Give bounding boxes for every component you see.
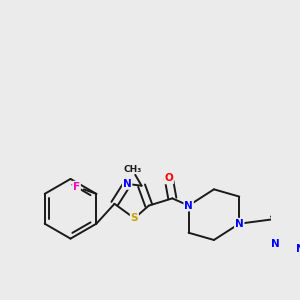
Text: CH₃: CH₃	[123, 165, 142, 174]
Text: O: O	[164, 173, 173, 184]
Text: F: F	[73, 182, 80, 192]
Text: N: N	[123, 179, 131, 189]
Text: S: S	[130, 213, 138, 223]
Text: N: N	[184, 201, 193, 211]
Text: N: N	[271, 239, 280, 250]
Text: N: N	[235, 219, 244, 229]
Text: N: N	[296, 244, 300, 254]
